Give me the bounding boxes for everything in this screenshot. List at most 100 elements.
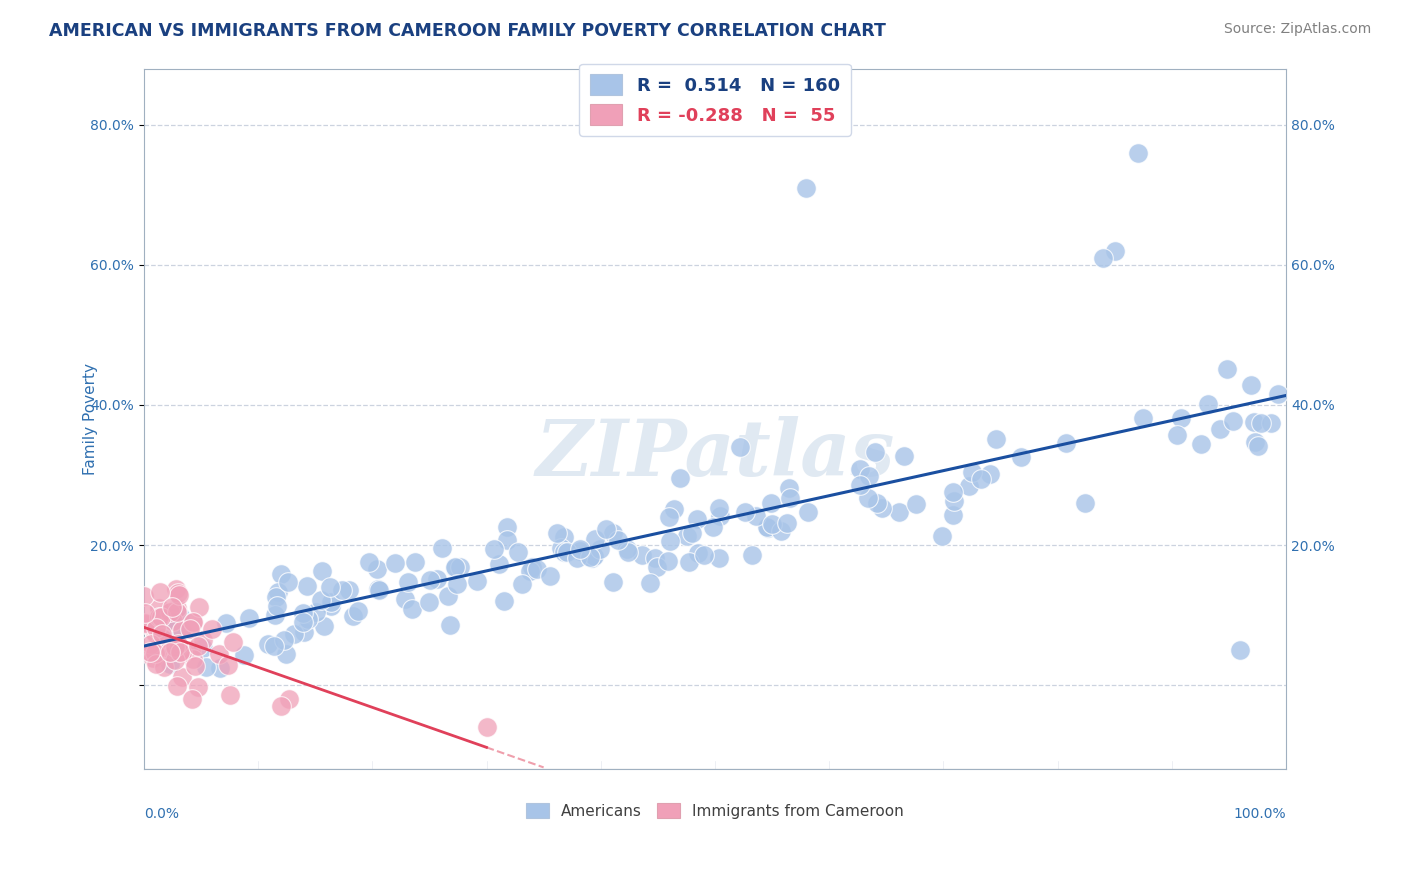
Point xyxy=(170,646,193,660)
Point xyxy=(1074,496,1097,510)
Point xyxy=(342,608,364,623)
Point xyxy=(283,627,305,641)
Point xyxy=(904,497,927,511)
Point xyxy=(1250,416,1272,430)
Point xyxy=(1229,643,1251,657)
Point xyxy=(366,562,388,576)
Point xyxy=(475,720,498,734)
Point xyxy=(238,611,260,625)
Point xyxy=(1197,397,1219,411)
Point xyxy=(143,646,166,660)
Point xyxy=(741,548,763,562)
Point xyxy=(583,549,606,563)
Point xyxy=(1267,386,1289,401)
Point xyxy=(444,559,467,574)
Point xyxy=(311,592,333,607)
Point xyxy=(761,516,783,531)
Point xyxy=(188,599,211,614)
Point xyxy=(297,578,319,592)
Point xyxy=(166,601,188,615)
Point xyxy=(519,564,541,578)
Point xyxy=(179,623,201,637)
Point xyxy=(794,180,817,194)
Point xyxy=(162,614,184,628)
Point xyxy=(669,471,692,485)
Point xyxy=(465,574,488,589)
Point xyxy=(160,599,183,614)
Point xyxy=(709,551,731,566)
Point xyxy=(426,573,449,587)
Point xyxy=(215,616,238,631)
Point xyxy=(166,605,188,619)
Point xyxy=(734,505,756,519)
Point xyxy=(1222,414,1244,428)
Point xyxy=(367,582,389,596)
Point xyxy=(756,521,779,535)
Point xyxy=(170,623,193,637)
Point xyxy=(166,679,188,693)
Point xyxy=(297,611,319,625)
Point xyxy=(553,545,575,559)
Point xyxy=(148,600,170,615)
Point xyxy=(797,505,820,519)
Point xyxy=(492,594,515,608)
Point xyxy=(311,565,333,579)
Point xyxy=(1208,422,1230,436)
Point xyxy=(330,583,353,598)
Point xyxy=(887,505,910,519)
Point xyxy=(863,445,886,459)
Point xyxy=(169,588,191,602)
Point xyxy=(437,589,460,603)
Point xyxy=(394,592,416,607)
Point xyxy=(319,599,342,613)
Point xyxy=(606,533,628,548)
Point xyxy=(292,615,315,630)
Point xyxy=(149,609,172,624)
Point xyxy=(170,624,193,639)
Point xyxy=(893,449,915,463)
Point xyxy=(181,615,204,629)
Point xyxy=(165,582,187,596)
Point xyxy=(208,648,231,662)
Point xyxy=(276,647,298,661)
Point xyxy=(960,465,983,479)
Point xyxy=(321,594,343,608)
Point xyxy=(1243,435,1265,450)
Point xyxy=(142,651,165,665)
Point xyxy=(292,606,315,620)
Point xyxy=(143,625,166,640)
Point xyxy=(263,639,285,653)
Point xyxy=(208,661,231,675)
Point xyxy=(146,646,169,660)
Point xyxy=(430,541,453,555)
Point xyxy=(595,522,617,536)
Point xyxy=(1132,411,1154,425)
Point xyxy=(267,585,290,599)
Point xyxy=(150,631,173,645)
Text: Source: ZipAtlas.com: Source: ZipAtlas.com xyxy=(1223,22,1371,37)
Point xyxy=(538,568,561,582)
Point xyxy=(180,692,202,706)
Point xyxy=(446,577,468,591)
Point xyxy=(145,657,167,672)
Point xyxy=(132,589,155,603)
Point xyxy=(1240,378,1263,392)
Point xyxy=(526,562,548,576)
Point xyxy=(658,534,681,549)
Point xyxy=(181,652,204,666)
Point xyxy=(848,462,870,476)
Point xyxy=(169,645,191,659)
Point xyxy=(1092,251,1115,265)
Text: ZIPatlas: ZIPatlas xyxy=(536,416,894,492)
Point xyxy=(1170,410,1192,425)
Point xyxy=(163,653,186,667)
Point xyxy=(278,692,301,706)
Point xyxy=(201,622,224,636)
Point xyxy=(314,619,336,633)
Point xyxy=(1260,417,1282,431)
Point xyxy=(709,509,731,524)
Point xyxy=(419,573,441,587)
Point xyxy=(167,586,190,600)
Point xyxy=(217,658,239,673)
Point xyxy=(761,496,783,510)
